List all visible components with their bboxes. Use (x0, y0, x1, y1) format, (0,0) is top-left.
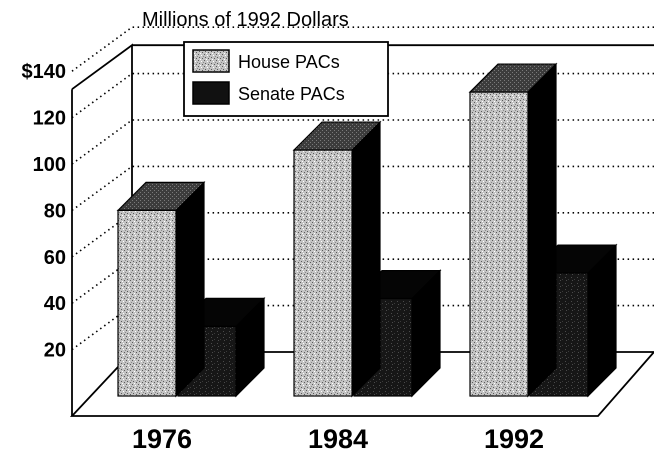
floor-plane (69, 351, 654, 417)
y-tick-label: 80 (44, 200, 66, 222)
x-category-label: 1984 (308, 424, 368, 451)
legend-label-house: House PACs (238, 52, 340, 72)
legend-label-senate: Senate PACs (238, 84, 345, 104)
chart-title: Millions of 1992 Dollars (142, 9, 349, 31)
house-bar-1984-side (351, 120, 381, 398)
y-tick-label: 40 (44, 293, 66, 315)
y-tick-label: 120 (33, 108, 66, 130)
legend: House PACs Senate PACs (183, 41, 389, 117)
house-bar-1976-front (117, 209, 177, 397)
legend-swatch-house (192, 49, 230, 73)
x-axis-categories: 1976 1984 1992 (132, 424, 544, 451)
house-bar-1992-front (469, 91, 529, 397)
legend-swatch-senate (192, 81, 230, 105)
y-tick-label: $140 (22, 61, 67, 83)
house-bar-1976 (116, 180, 206, 398)
house-bar-1984-front (293, 149, 353, 397)
bars-layer (116, 62, 618, 398)
house-bar-1992 (468, 62, 558, 398)
y-axis-ticks: 20 40 60 80 100 120 $140 (22, 61, 67, 361)
house-bar-1992-side (527, 62, 557, 398)
x-category-label: 1976 (132, 424, 192, 451)
house-bar-1984 (292, 120, 382, 398)
y-tick-label: 20 (44, 340, 66, 362)
y-tick-label: 100 (33, 154, 66, 176)
x-category-label: 1992 (484, 424, 544, 451)
house-bar-1976-side (175, 180, 205, 398)
y-tick-label: 60 (44, 247, 66, 269)
